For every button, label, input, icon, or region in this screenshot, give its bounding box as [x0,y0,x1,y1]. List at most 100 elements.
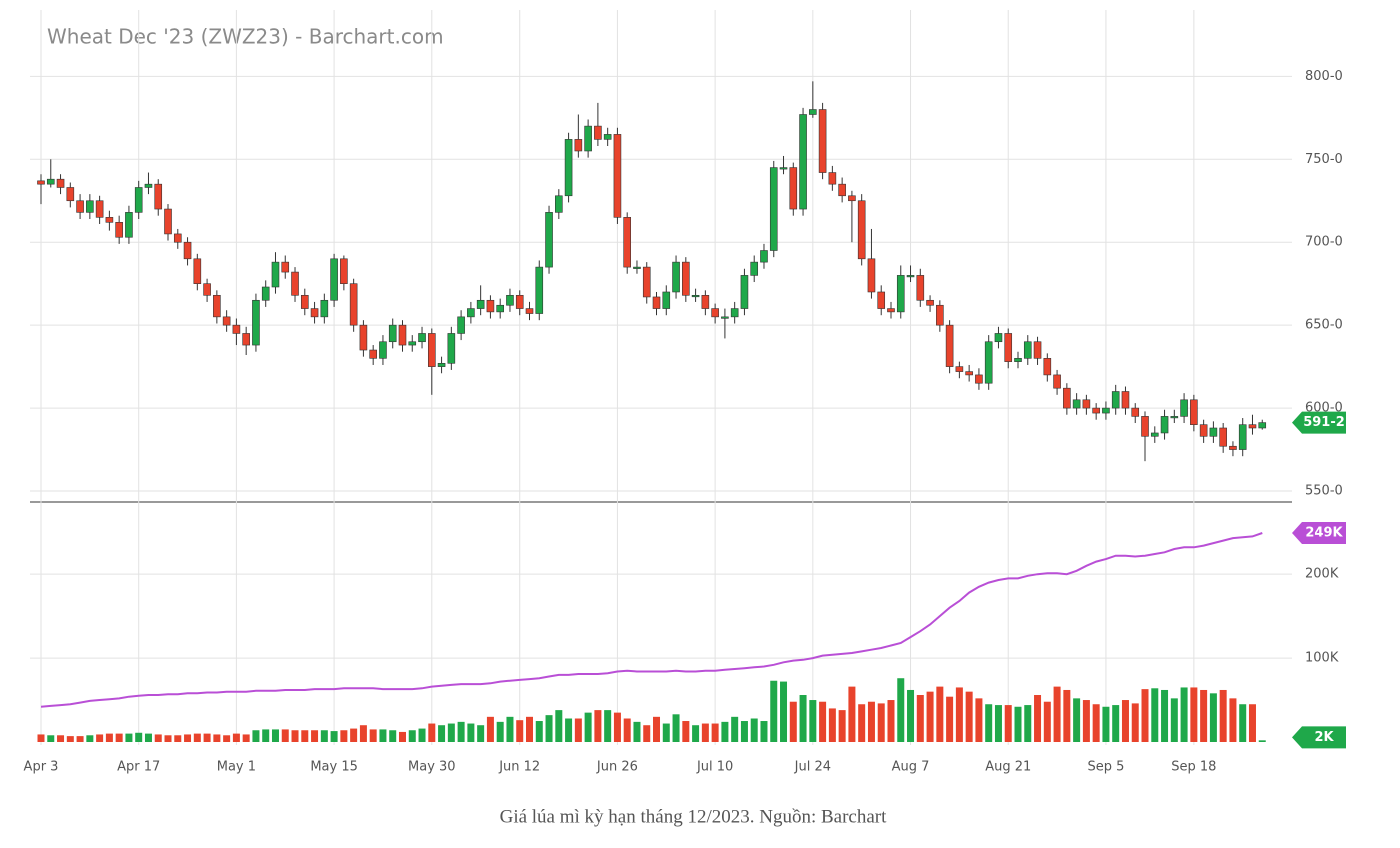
volume-bar [643,725,651,742]
volume-bar [799,695,807,742]
volume-bar [369,729,377,742]
volume-bar [486,716,494,742]
volume-bar [438,725,446,742]
x-tick-label: Jul 24 [794,760,831,775]
volume-bar [594,710,602,742]
candle-body [740,275,749,309]
candle-body [672,261,680,293]
candle-body [506,294,514,306]
volume-bar [477,725,485,742]
volume-bar [633,721,641,742]
volume-bar [819,701,827,742]
last-price-label-bg [1292,411,1346,434]
volume-bar [848,686,856,742]
volume-bar [965,691,973,742]
volume-bar [1024,705,1032,742]
candle-body [525,308,534,314]
candle-body [1180,399,1188,417]
volume-bar [105,733,113,742]
volume-bar [897,678,905,742]
x-tick-label: Jun 26 [596,760,638,775]
candle-body [936,304,944,326]
volume-bar [359,725,367,742]
candle-body [857,200,866,260]
candle-body [437,363,446,367]
candle-body [496,304,504,313]
candle-body [750,261,759,276]
candle-body [56,178,65,188]
candle-body [193,258,202,284]
volume-bar [653,716,661,742]
volume-bar [115,733,123,742]
volume-bar [1141,689,1149,742]
y-tick-label: 650-0 [1305,318,1343,333]
volume-bar [398,731,406,742]
candle-body [164,208,172,235]
candle-body [896,275,905,313]
volume-bar [946,696,954,742]
volume-bar [1131,703,1139,742]
volume-bar [877,703,885,742]
volume-bar [760,721,768,742]
volume-bar [125,733,133,742]
volume-label: 2K [1314,730,1334,745]
candle-body [515,294,524,309]
volume-bar [623,718,631,742]
volume-bar [750,718,758,742]
volume-bar [135,732,143,742]
volume-bar [184,734,192,742]
candle-body [633,266,641,269]
volume-bar [555,710,563,742]
candle-body [818,109,827,173]
candle-body [379,341,387,359]
volume-bar [301,730,309,742]
volume-bar [926,691,934,742]
volume-bar [311,730,319,742]
volume-bar [565,718,573,742]
candle-body [1160,416,1169,434]
candle-body [1209,427,1218,437]
volume-bar [379,729,387,742]
candle-body [1229,445,1237,450]
volume-bar [994,705,1002,742]
volume-bar [770,680,778,742]
volume-bar [47,735,55,742]
volume-bar [516,720,524,742]
candle-body [232,324,241,334]
volume-bar [526,716,533,742]
candle-body [867,258,876,293]
candle-body [779,167,788,170]
volume-bar [193,733,201,742]
candle-body [1199,424,1208,437]
volume-bar [1014,706,1022,742]
candle-body [1014,358,1022,362]
volume-bar [1043,701,1051,742]
volume-bar [96,734,104,742]
volume-bar [672,714,680,742]
volume-bar [242,734,250,742]
volume-bar [1112,705,1120,742]
volume-bar [789,701,797,742]
candle-body [730,308,739,318]
y-tick-label: 550-0 [1305,484,1343,499]
candle-body [838,183,846,197]
volume-bar [613,712,621,742]
candle-body [564,139,573,197]
candle-body [398,324,407,346]
volume-bar [916,695,924,742]
volume-bar [389,730,397,742]
y-tick-label: 750-0 [1305,152,1343,167]
candle-body [1248,424,1257,429]
candle-body [760,250,768,263]
candle-body [320,299,329,318]
volume-bar [428,723,436,742]
candle-body [809,109,817,115]
volume-bar [604,710,612,742]
candle-body [975,374,983,384]
candle-body [1063,387,1071,409]
volume-bar [1034,695,1042,742]
candle-body [623,217,632,268]
volume-bar [1004,705,1012,742]
candle-body [125,212,133,238]
